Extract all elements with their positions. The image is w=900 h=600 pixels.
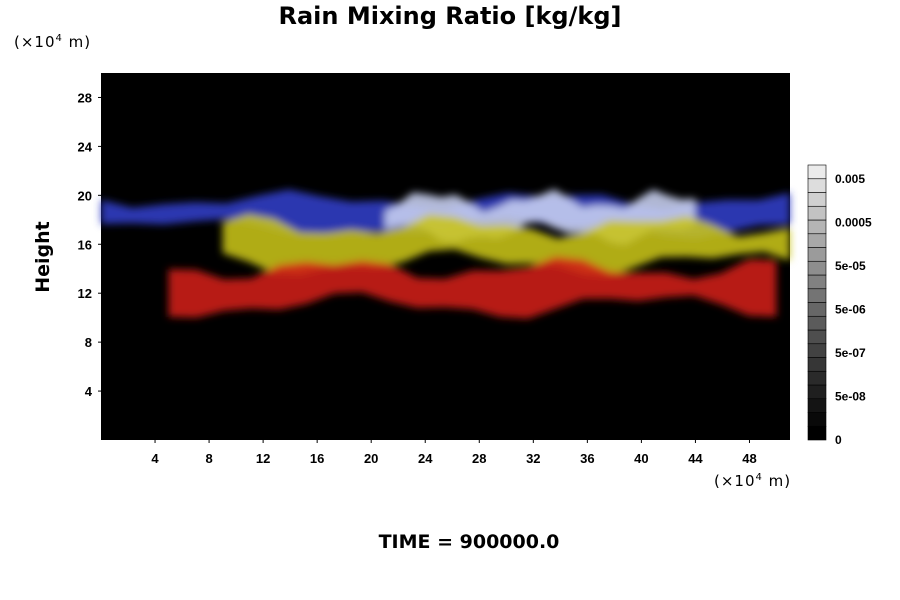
x-tick-label: 32 [526, 451, 540, 466]
x-tick-label: 44 [688, 451, 703, 466]
colorbar-segment [807, 274, 827, 290]
colorbar-segment [807, 370, 827, 386]
time-label: TIME = 900000.0 [378, 531, 560, 553]
x-tick-label: 20 [364, 451, 378, 466]
colorbar-segment [807, 357, 827, 372]
colorbar-segment [807, 329, 827, 345]
colorbar-segment [807, 192, 827, 207]
colorbar-segment [807, 164, 827, 180]
colorbar-segment [807, 384, 827, 400]
colorbar-segment [807, 288, 827, 303]
colorbar-label: 5e-07 [835, 346, 866, 360]
y-tick-label: 28 [78, 90, 92, 105]
colorbar-segment [807, 412, 827, 427]
colorbar-segment [807, 233, 827, 248]
chart-title: Rain Mixing Ratio [kg/kg] [278, 2, 622, 30]
x-tick-label: 40 [634, 451, 648, 466]
colorbar-segment [807, 425, 827, 441]
colorbar-label: 5e-05 [835, 259, 866, 273]
colorbar-label: 5e-06 [835, 303, 866, 317]
y-tick-label: 24 [78, 139, 93, 154]
x-tick-label: 8 [205, 451, 212, 466]
colorbar-label: 0.005 [835, 172, 865, 186]
y-tick-label: 16 [78, 237, 92, 252]
field-band [168, 256, 777, 319]
x-tick-label: 16 [310, 451, 324, 466]
colorbar-label: 0 [835, 433, 842, 447]
x-tick-label: 24 [418, 451, 433, 466]
colorbar-segment [807, 343, 827, 358]
x-tick-label: 12 [256, 451, 270, 466]
colorbar-label: 5e-08 [835, 390, 866, 404]
x-tick-label: 48 [742, 451, 756, 466]
x-tick-label: 36 [580, 451, 594, 466]
y-tick-label: 4 [85, 384, 93, 399]
colorbar-segment [807, 398, 827, 413]
x-tick-label: 28 [472, 451, 486, 466]
y-tick-label: 12 [78, 286, 92, 301]
colorbar-label: 0.0005 [835, 216, 872, 230]
colorbar-segment [807, 315, 827, 331]
colorbar-segment [807, 247, 827, 262]
y-tick-label: 8 [85, 335, 92, 350]
y-tick-label: 20 [78, 188, 92, 203]
colorbar-segment [807, 260, 827, 276]
y-axis-unit: (×104 m) [14, 33, 92, 51]
colorbar-segment [807, 219, 827, 235]
x-tick-label: 4 [151, 451, 159, 466]
x-axis-unit: (×104 m) [714, 472, 792, 490]
colorbar: 0.005 0.0005 5e-05 5e-06 5e-07 5e-08 0 [807, 164, 872, 447]
colorbar-segment [807, 205, 827, 221]
colorbar-segment [807, 302, 827, 317]
colorbar-segment [807, 178, 827, 193]
